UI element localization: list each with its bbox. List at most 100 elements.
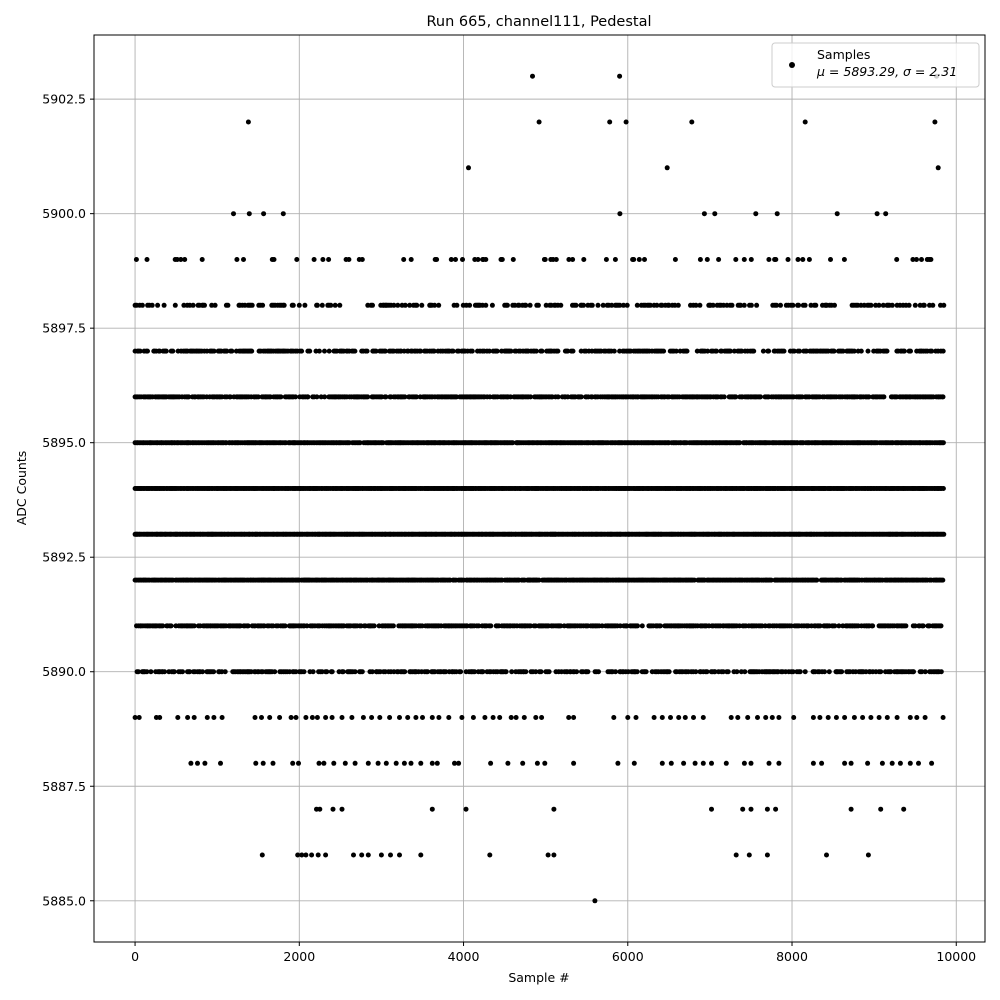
x-axis-label: Sample # [508,970,569,985]
data-point [704,257,710,262]
data-point [919,257,924,262]
data-point [940,577,946,583]
data-point [331,760,337,766]
data-point [382,348,388,354]
data-point [319,302,325,308]
data-point [733,394,739,400]
data-point [168,623,174,629]
data-point [631,257,637,262]
data-point [555,348,561,354]
data-point [941,302,947,308]
data-point [488,760,494,766]
data-point [754,302,760,308]
data-point [148,669,154,675]
data-point [436,715,442,720]
legend-stats: μ = 5893.29, σ = 2.31 [816,64,957,79]
data-point [763,715,769,720]
data-point [693,669,699,675]
data-point [499,257,505,262]
y-tick-label: 5890.0 [42,664,86,679]
data-point [668,760,674,766]
data-point [938,669,944,675]
data-point [429,715,435,720]
data-point [836,623,842,629]
data-point [539,348,545,354]
y-tick-label: 5885.0 [42,893,86,908]
data-point [137,348,143,354]
data-point [365,394,371,400]
data-point [748,806,754,812]
data-point [487,852,493,858]
data-point [880,302,886,308]
data-point [738,302,744,308]
data-point [229,348,235,354]
data-point [271,257,277,262]
data-point [870,623,876,629]
data-point [842,760,848,766]
y-tick-label: 5887.5 [42,779,86,794]
data-point [741,302,747,308]
data-point [615,760,621,766]
data-point [612,257,618,262]
data-point [246,211,252,217]
data-point [546,669,552,675]
data-point [509,669,515,675]
data-point [592,898,598,904]
x-tick-label: 0 [131,949,139,964]
data-point [489,302,495,308]
data-point [145,348,150,354]
data-point [570,348,576,354]
data-point [418,348,424,354]
data-point [450,348,456,354]
data-point [307,348,313,354]
data-point [191,623,197,629]
data-point [351,852,356,858]
data-point [467,302,473,308]
data-point [840,348,846,354]
data-point [245,623,251,629]
data-point [689,119,695,125]
data-point [555,394,561,400]
data-point [932,119,938,125]
data-point [841,257,847,262]
data-point [700,715,706,720]
data-point [323,852,329,858]
data-point [865,348,871,354]
data-point [330,806,336,812]
data-point [329,715,335,720]
data-point [824,852,829,858]
data-point [773,257,779,262]
data-point [227,394,233,400]
data-point [195,760,200,766]
data-point [545,852,551,858]
data-point [940,715,946,720]
data-point [304,623,310,629]
data-point [589,302,595,308]
data-point [781,348,787,354]
data-point [322,348,327,354]
data-point [940,394,946,400]
data-point [290,302,296,308]
data-point [617,73,623,79]
data-point [488,623,494,629]
data-point [523,302,529,308]
data-point [911,669,916,675]
data-point [182,257,188,262]
data-point [453,257,458,262]
data-point [352,760,358,766]
data-point [202,760,208,766]
data-point [912,302,918,308]
data-point [819,760,825,766]
data-point [914,715,920,720]
data-point [806,257,812,262]
data-point [132,715,138,720]
data-point [634,669,640,675]
data-point [802,302,808,308]
data-point [884,715,890,720]
data-point [901,348,907,354]
data-point [533,715,539,720]
data-point [136,715,142,720]
data-point [790,302,796,308]
data-point [692,760,698,766]
